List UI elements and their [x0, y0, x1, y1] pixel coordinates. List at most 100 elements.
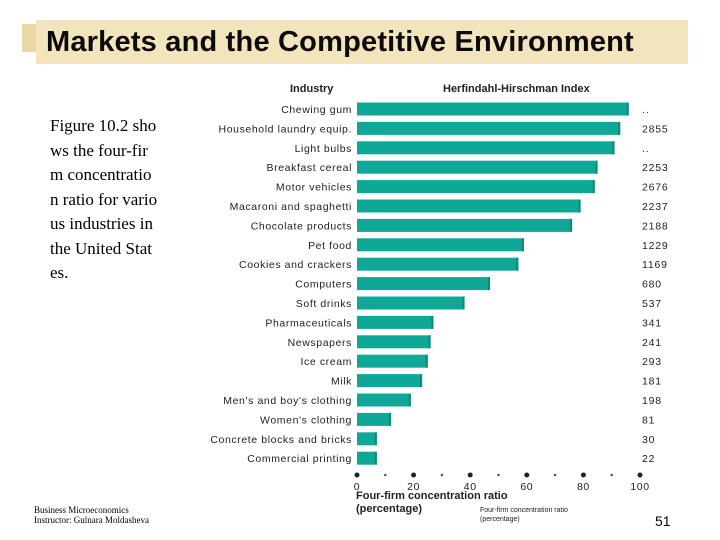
bar-edge [592, 180, 595, 194]
bar-edge [425, 354, 428, 368]
hhi-value: 1169 [642, 259, 668, 271]
bar-edge [595, 160, 598, 174]
industry-label: Chewing gum [281, 104, 352, 116]
industry-label: Ice cream [301, 356, 353, 368]
tick-label: 40 [464, 481, 477, 493]
bar-edge [374, 451, 377, 465]
hhi-value: 30 [642, 434, 655, 446]
bar-edge [521, 238, 524, 252]
minor-tick-mark [610, 473, 613, 477]
bar [357, 335, 431, 349]
hhi-value: 241 [642, 337, 662, 349]
bar [357, 121, 621, 135]
bar [357, 199, 581, 213]
tick-mark [637, 472, 643, 478]
bar-edge [626, 102, 629, 116]
bar-edge [578, 199, 581, 213]
bar [357, 257, 519, 271]
industry-label: Household laundry equip. [219, 123, 352, 135]
tick-label: 20 [407, 481, 420, 493]
bar-edge [431, 315, 434, 329]
bar [357, 374, 423, 388]
bar [357, 141, 615, 155]
hhi-header: Herfindahl-Hirschman Index [443, 83, 591, 95]
footer-course: Business Microeconomics [34, 505, 129, 515]
hhi-value: 2855 [642, 123, 669, 135]
x-axis-label: Four-firm concentration ratio [356, 490, 508, 502]
bar-edge [388, 412, 391, 426]
bar-edge [374, 432, 377, 446]
bar [357, 180, 595, 194]
hhi-value: 81 [642, 414, 655, 426]
chart-rows: Chewing gum .. Household laundry equip. 285… [210, 102, 669, 465]
hhi-value: 198 [642, 395, 662, 407]
minor-tick-mark [553, 473, 557, 477]
tick-mark [580, 472, 586, 478]
footer: Business Microeconomics Instructor: Guln… [34, 505, 149, 525]
bar [357, 432, 377, 446]
industry-label: Milk [331, 376, 352, 388]
bar-edge [420, 374, 423, 388]
tick-label: 60 [520, 481, 533, 493]
minor-tick-mark [440, 473, 444, 477]
x-axis: 0 20 40 60 80 100 [354, 472, 649, 493]
minor-tick-mark [384, 473, 387, 477]
slide-title: Markets and the Competitive Environment [46, 26, 634, 58]
industry-label: Chocolate products [251, 220, 352, 232]
industry-label: Breakfast cereal [267, 162, 352, 174]
industry-label: Newspapers [288, 337, 352, 349]
industry-label: Cookies and crackers [239, 259, 352, 271]
hhi-value: 2676 [642, 182, 669, 194]
tick-mark [524, 472, 530, 478]
industry-label: Concrete blocks and bricks [210, 434, 352, 446]
hhi-value: 293 [642, 356, 662, 368]
hhi-value: .. [642, 104, 649, 116]
x-axis-label-small: Four-firm concentration ratio [480, 507, 568, 514]
bar [357, 412, 391, 426]
hhi-value: 537 [642, 298, 662, 310]
bar [357, 393, 411, 407]
industry-label: Light bulbs [295, 143, 352, 155]
bar-edge [516, 257, 519, 271]
bar-edge [488, 277, 491, 291]
bar [357, 315, 434, 329]
hhi-value: .. [642, 143, 649, 155]
industry-label: Commercial printing [247, 453, 352, 465]
minor-tick-mark [497, 473, 500, 477]
x-axis-units: (percentage) [356, 503, 422, 515]
tick-mark [354, 472, 360, 478]
industry-label: Men's and boy's clothing [223, 395, 352, 407]
bar [357, 160, 598, 174]
figure-caption: Figure 10.2 shows the four-firm concentr… [50, 116, 158, 282]
footer-instructor: Instructor: Gulnara Moldasheva [34, 515, 149, 525]
bar [357, 451, 377, 465]
industry-label: Women's clothing [260, 414, 352, 426]
bar [357, 354, 428, 368]
tick-mark [411, 472, 417, 478]
hhi-value: 2253 [642, 162, 669, 174]
page-number: 51 [655, 513, 671, 529]
bar [357, 296, 465, 310]
industry-label: Motor vehicles [276, 182, 352, 194]
bar-edge [462, 296, 465, 310]
bar [357, 238, 524, 252]
hhi-value: 1229 [642, 240, 669, 252]
bar-edge [612, 141, 615, 155]
title-band [36, 20, 688, 64]
hhi-value: 181 [642, 376, 662, 388]
hhi-value: 2237 [642, 201, 669, 213]
industry-header: Industry [290, 83, 334, 95]
hhi-value: 22 [642, 453, 655, 465]
bar-edge [428, 335, 431, 349]
bar-edge [408, 393, 411, 407]
x-axis-units-small: (percentage) [480, 516, 520, 523]
tick-mark [467, 472, 473, 478]
industry-label: Pet food [308, 240, 352, 252]
hhi-value: 2188 [642, 220, 669, 232]
bar [357, 102, 629, 116]
industry-label: Computers [295, 279, 352, 291]
bar [357, 218, 573, 232]
tick-label: 0 [354, 481, 360, 493]
industry-label: Pharmaceuticals [265, 317, 352, 329]
